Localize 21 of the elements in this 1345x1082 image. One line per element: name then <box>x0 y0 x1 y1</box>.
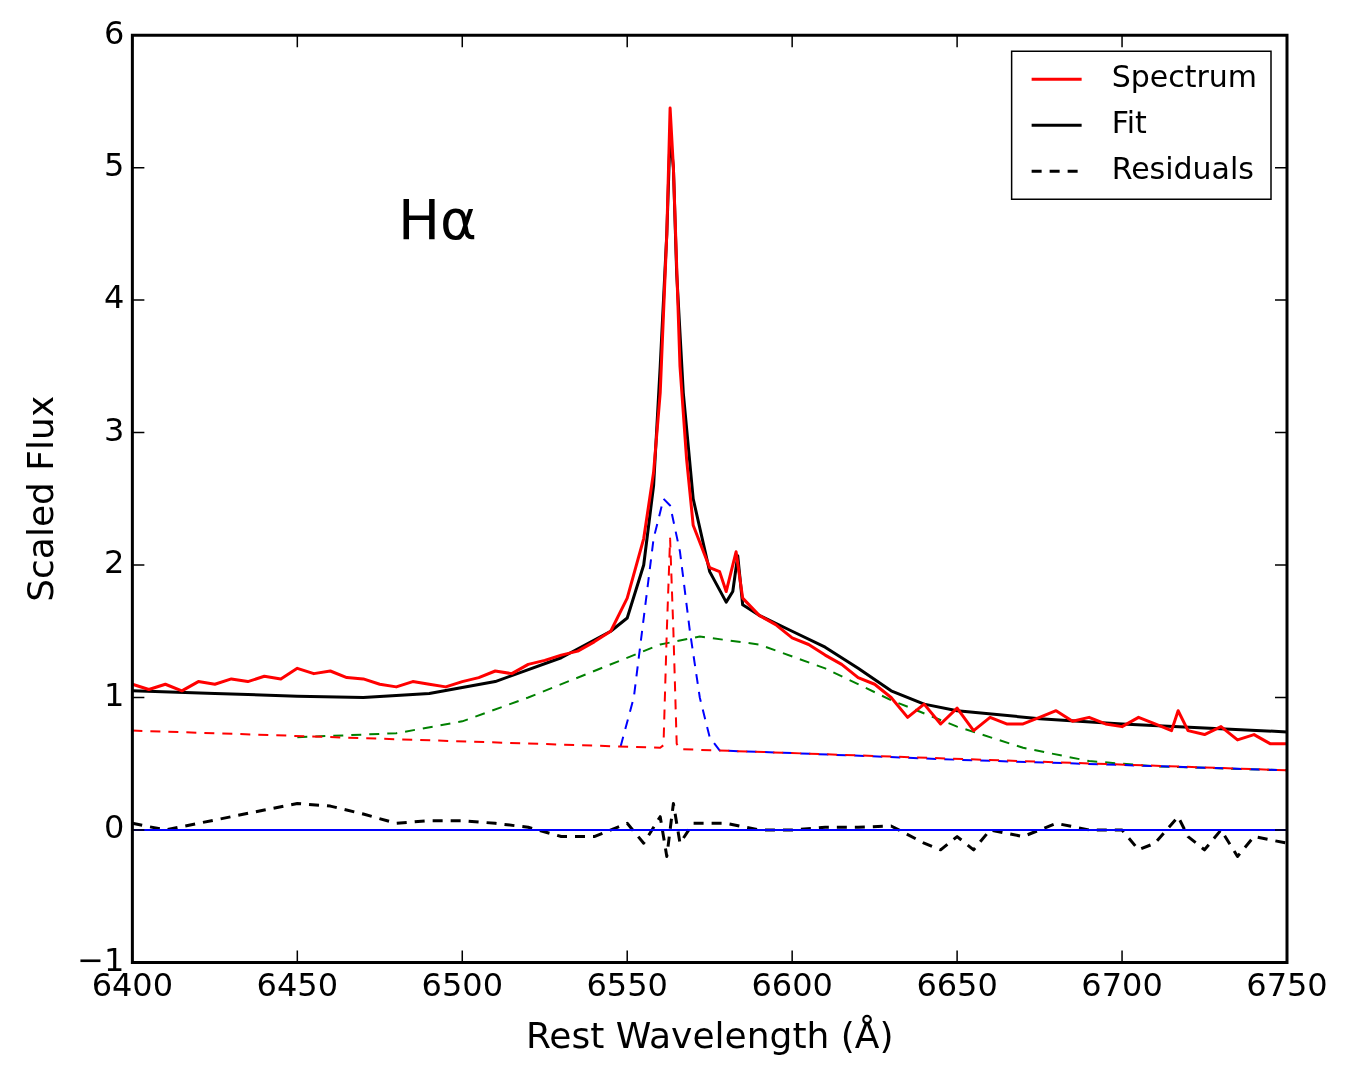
x-tick-label: 6500 <box>421 965 503 1004</box>
y-axis-title: Scaled Flux <box>19 395 61 602</box>
y-tick-label: 5 <box>104 145 125 184</box>
x-tick-label: 6600 <box>751 965 833 1004</box>
y-tick-label: 1 <box>104 675 125 714</box>
legend-label: Residuals <box>1111 151 1254 186</box>
y-tick-label: 4 <box>104 278 125 317</box>
y-tick-label: 3 <box>104 410 125 449</box>
annotation: Hα <box>397 187 477 253</box>
x-tick-label: 6700 <box>1081 965 1163 1004</box>
y-tick-label: 0 <box>104 808 125 847</box>
legend-label: Spectrum <box>1111 59 1257 94</box>
line-series <box>132 537 1287 772</box>
x-tick-label: 6550 <box>586 965 668 1004</box>
x-tick-label: 6450 <box>256 965 339 1004</box>
y-tick-label: 2 <box>104 543 125 582</box>
x-tick-label: 6650 <box>916 965 998 1004</box>
x-axis-title: Rest Wavelength (Å) <box>525 1013 894 1056</box>
y-tick-label: 6 <box>104 13 125 52</box>
x-tick-label: 6750 <box>1246 965 1328 1004</box>
legend-label: Fit <box>1111 105 1148 140</box>
